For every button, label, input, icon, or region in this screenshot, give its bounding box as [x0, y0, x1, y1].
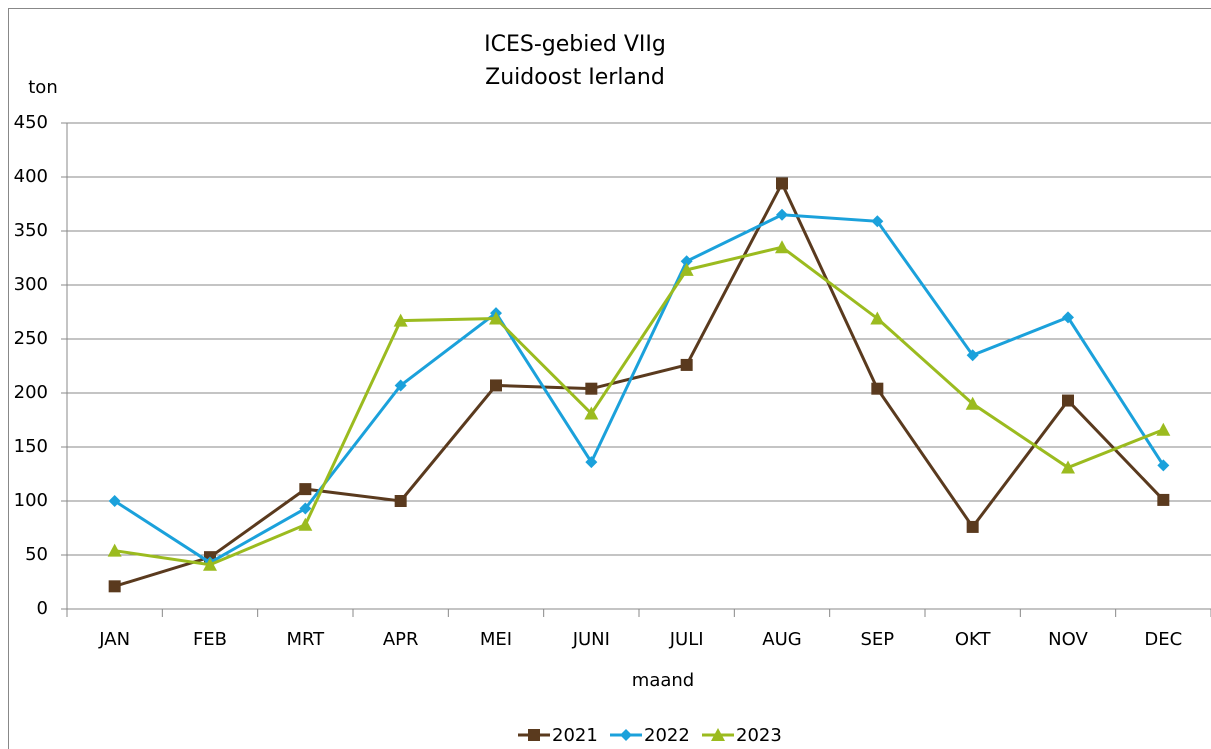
x-tick-label: JUNI	[572, 629, 610, 650]
y-tick-label: 300	[14, 274, 48, 295]
marker	[585, 382, 598, 395]
marker	[584, 406, 599, 420]
marker	[394, 495, 407, 507]
marker	[1157, 493, 1170, 506]
y-tick-label: 450	[14, 112, 48, 133]
marker	[108, 580, 121, 593]
marker	[490, 379, 502, 392]
x-tick-label: SEP	[861, 629, 895, 650]
marker	[298, 517, 313, 531]
y-axis-label: ton	[28, 77, 57, 98]
marker	[107, 543, 122, 557]
y-tick-label: 150	[14, 436, 48, 457]
marker	[1062, 311, 1074, 324]
marker	[776, 177, 788, 190]
marker	[299, 483, 312, 496]
marker	[776, 208, 788, 221]
y-tick-label: 350	[14, 220, 48, 241]
x-tick-label: AUG	[762, 629, 801, 650]
x-tick-label: FEB	[193, 629, 227, 650]
marker	[299, 502, 312, 515]
marker	[680, 255, 693, 268]
x-tick-label: NOV	[1048, 629, 1088, 650]
x-axis-label: maand	[632, 670, 694, 691]
x-tick-label: MEI	[480, 629, 512, 650]
marker	[203, 557, 217, 571]
legend-label: 2021	[552, 725, 598, 746]
marker	[108, 495, 121, 507]
marker	[528, 729, 540, 741]
marker	[489, 311, 503, 325]
series-line	[113, 213, 1165, 565]
marker	[871, 215, 884, 228]
y-tick-label: 0	[37, 598, 48, 619]
marker	[1157, 459, 1170, 472]
legend-label: 2022	[644, 725, 690, 746]
y-tick-label: 250	[14, 328, 48, 349]
x-tick-label: JAN	[98, 629, 130, 650]
marker	[585, 456, 598, 469]
legend-label: 2023	[736, 725, 782, 746]
marker	[620, 729, 632, 741]
marker	[966, 349, 979, 362]
series-line	[114, 180, 1165, 588]
marker	[1061, 460, 1075, 474]
y-tick-label: 200	[14, 382, 48, 403]
series-line	[114, 245, 1164, 567]
marker	[870, 311, 885, 325]
marker	[679, 262, 694, 276]
marker	[711, 728, 725, 741]
y-tick-label: 100	[14, 490, 48, 511]
marker	[965, 396, 980, 410]
y-tick-label: 400	[14, 166, 48, 187]
chart-frame	[8, 8, 1211, 749]
marker	[1062, 394, 1074, 407]
marker	[871, 382, 884, 395]
marker	[775, 240, 789, 254]
x-tick-label: DEC	[1144, 629, 1182, 650]
marker	[966, 520, 979, 533]
marker	[1156, 422, 1171, 436]
x-tick-label: APR	[383, 629, 419, 650]
marker	[680, 358, 693, 371]
x-tick-label: MRT	[286, 629, 325, 650]
x-tick-label: JULI	[669, 629, 704, 650]
y-tick-label: 50	[25, 544, 48, 565]
marker	[394, 379, 407, 392]
chart-title: ICES-gebied VIIg	[484, 32, 666, 57]
x-tick-label: OKT	[955, 629, 992, 650]
marker	[393, 313, 408, 327]
chart-subtitle: Zuidoost Ierland	[485, 65, 665, 90]
